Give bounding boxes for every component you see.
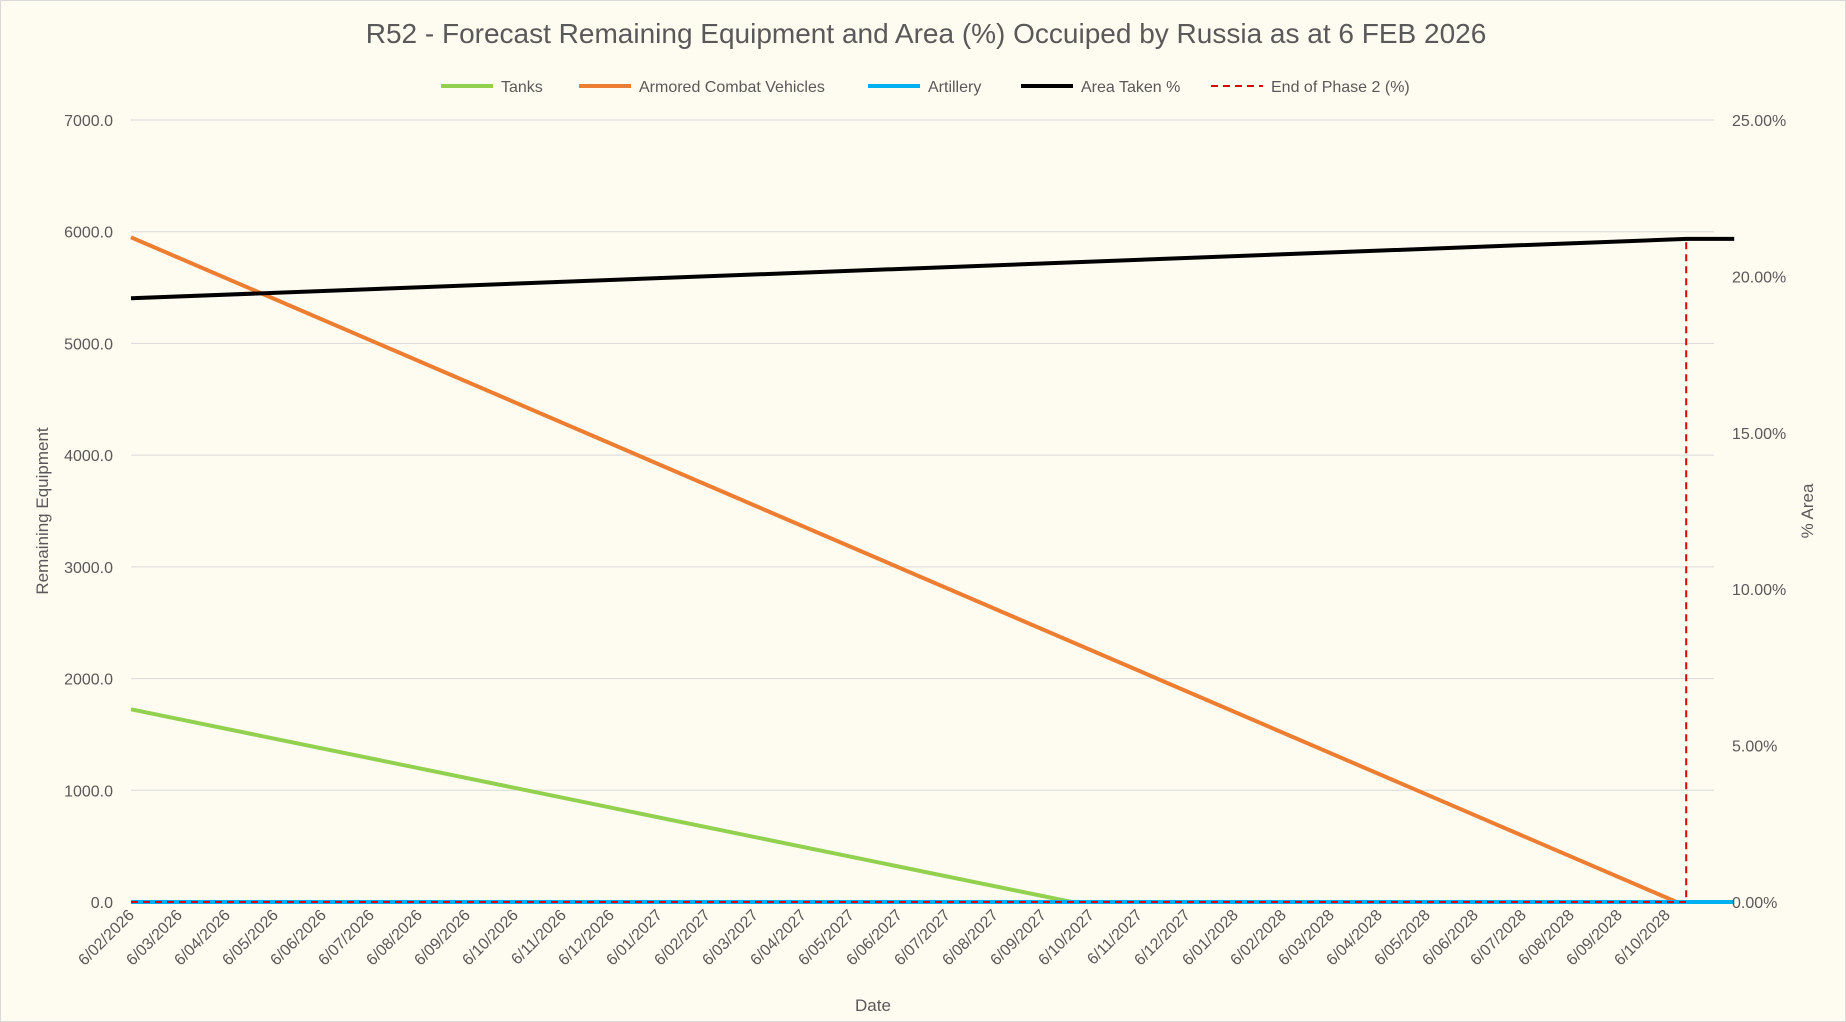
y-tick-label: 7000.0: [64, 113, 113, 130]
series-line-armored-combat-vehicles: [130, 235, 1678, 904]
series-line-tanks: [130, 707, 1735, 904]
y-tick-label: 5000.0: [64, 336, 113, 353]
y2-axis-title: % Area: [1798, 483, 1817, 538]
left-axis-ticks: 0.0 1000.0 2000.0 3000.0 4000.0 5000.0 6000.0 7…: [64, 113, 113, 912]
series-layer: [130, 235, 1735, 904]
y-tick-label: 0.0: [91, 895, 113, 912]
legend-label: Tanks: [501, 79, 543, 96]
legend-label: End of Phase 2 (%): [1271, 79, 1410, 96]
legend-label: Area Taken %: [1081, 79, 1180, 96]
x-axis-title: Date: [855, 996, 891, 1015]
y2-tick-label: 5.00%: [1732, 739, 1777, 756]
legend-label: Artillery: [928, 79, 981, 96]
y-tick-label: 1000.0: [64, 783, 113, 800]
gridlines: [131, 119, 1714, 903]
x-axis-ticks: 6/02/20266/03/20266/04/20266/05/20266/06…: [75, 907, 1673, 969]
y2-tick-label: 15.00%: [1732, 426, 1786, 443]
y2-tick-label: 0.00%: [1732, 895, 1777, 912]
y2-tick-label: 10.00%: [1732, 582, 1786, 599]
y-tick-label: 4000.0: [64, 448, 113, 465]
legend-label: Armored Combat Vehicles: [639, 79, 825, 96]
series-line-area-taken: [130, 236, 1735, 301]
y-tick-label: 2000.0: [64, 672, 113, 689]
series-line-end-of-phase-2: [131, 238, 1688, 903]
chart-title: R52 - Forecast Remaining Equipment and A…: [366, 18, 1487, 49]
y-tick-label: 6000.0: [64, 225, 113, 242]
y2-tick-label: 20.00%: [1732, 269, 1786, 286]
right-axis-ticks: 0.00% 5.00% 10.00% 15.00% 20.00% 25.00%: [1732, 113, 1786, 912]
y2-tick-label: 25.00%: [1732, 113, 1786, 130]
y-tick-label: 3000.0: [64, 560, 113, 577]
legend: Tanks Armored Combat Vehicles Artillery Are…: [441, 79, 1410, 96]
y-axis-title: Remaining Equipment: [33, 427, 52, 595]
